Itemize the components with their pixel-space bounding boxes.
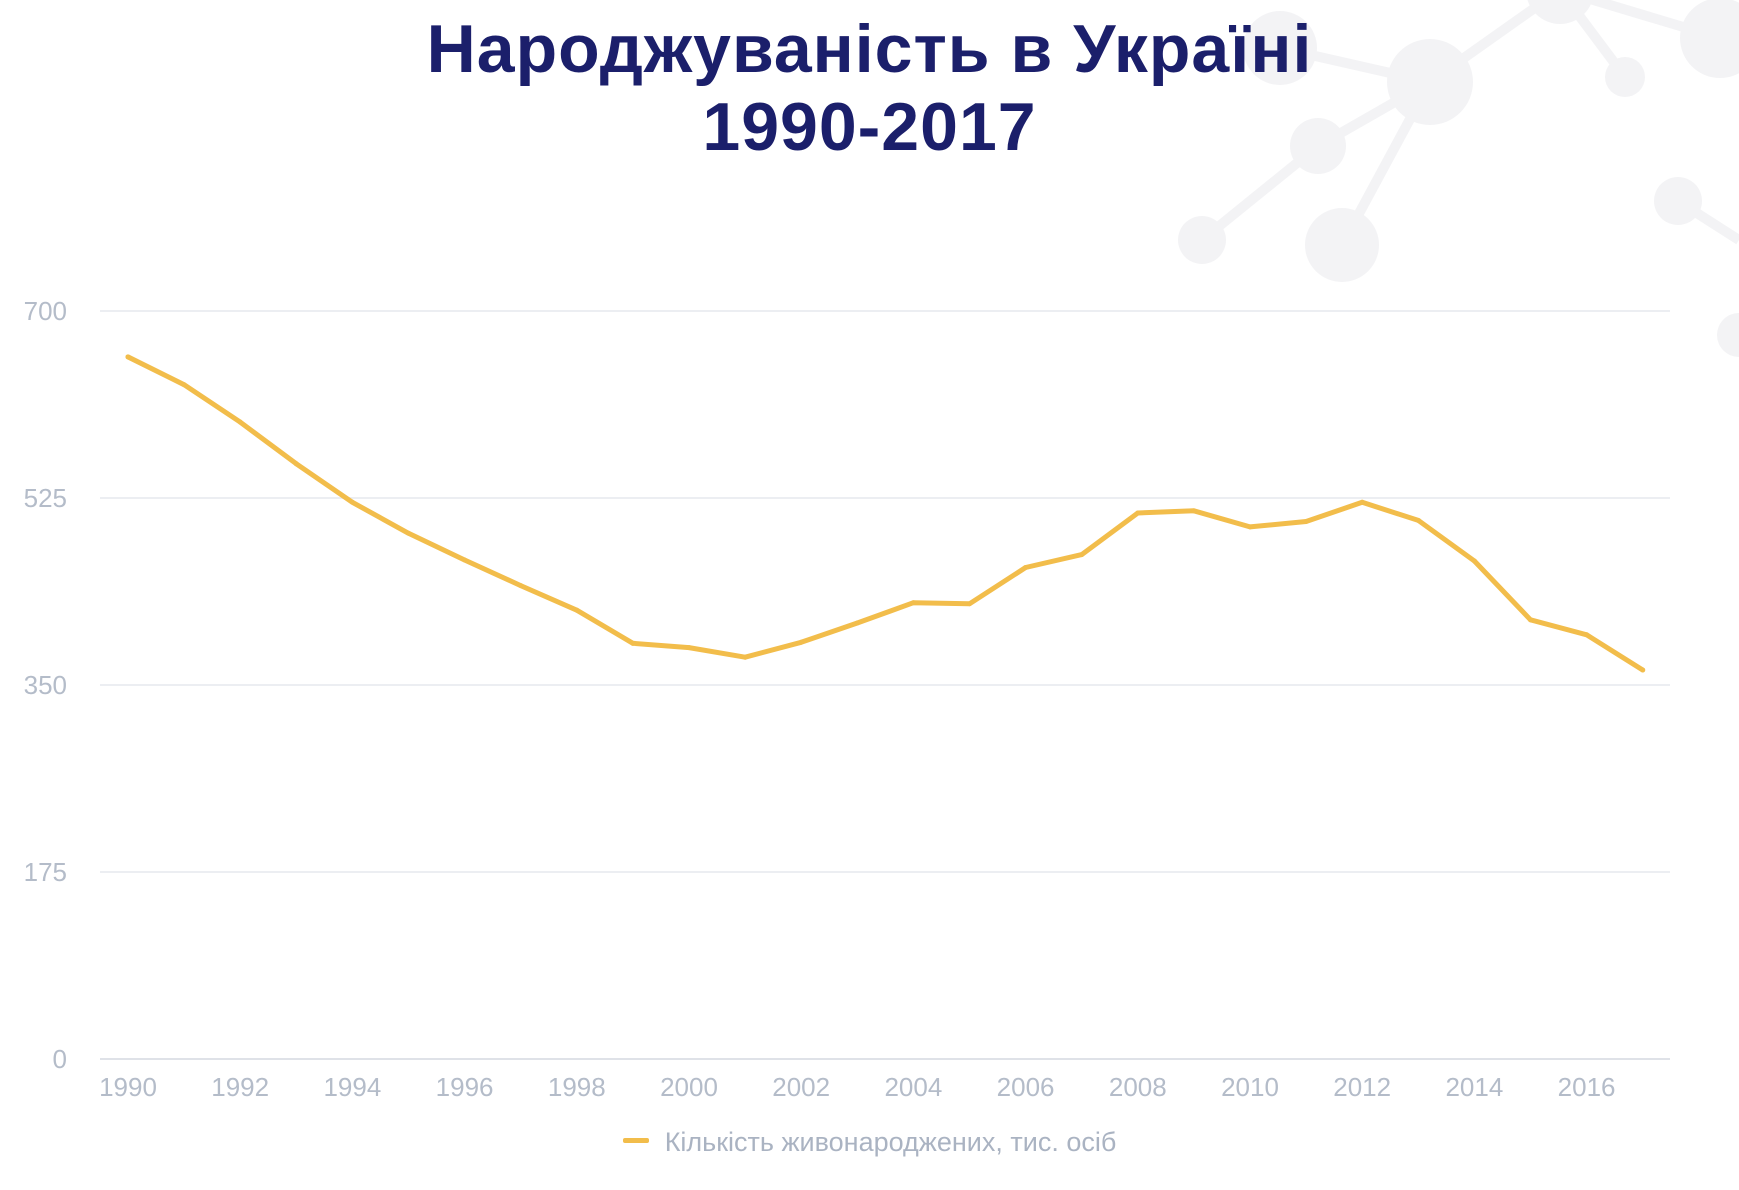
data-point	[406, 530, 411, 536]
data-point	[1415, 517, 1421, 523]
data-point	[1528, 617, 1533, 623]
series-layer	[125, 354, 1646, 673]
data-point	[798, 639, 804, 645]
y-tick-label: 0	[53, 1044, 67, 1074]
x-tick-label: 1990	[99, 1072, 157, 1102]
data-point	[967, 601, 972, 607]
y-tick-label: 525	[24, 483, 67, 513]
y-tick-label: 175	[24, 857, 67, 887]
y-axis-tick-labels: 0 175 350 525 700	[24, 296, 67, 1074]
x-tick-label: 2004	[884, 1072, 942, 1102]
x-tick-label: 2016	[1558, 1072, 1616, 1102]
data-point	[349, 499, 355, 505]
title-line-2: 1990-2017	[702, 89, 1037, 165]
x-tick-label: 2014	[1445, 1072, 1503, 1102]
x-tick-label: 1998	[548, 1072, 606, 1102]
data-point	[1471, 558, 1477, 564]
data-point	[293, 461, 299, 467]
molecule-nodes	[1178, 0, 1739, 357]
legend-label: Кількість живонароджених, тис. осіб	[664, 1127, 1117, 1157]
data-point	[237, 419, 243, 425]
data-point	[742, 654, 748, 660]
x-tick-label: 2000	[660, 1072, 718, 1102]
data-point	[1584, 632, 1590, 638]
x-tick-label: 2010	[1221, 1072, 1279, 1102]
data-point	[1079, 552, 1085, 558]
data-point	[518, 583, 524, 589]
data-point	[1640, 667, 1646, 673]
data-point	[574, 607, 580, 613]
data-point	[181, 382, 187, 388]
data-point	[125, 354, 131, 360]
gridlines	[100, 310, 1670, 1060]
y-tick-label: 700	[24, 296, 67, 326]
data-point	[462, 557, 468, 563]
data-point	[1303, 519, 1309, 525]
y-tick-label: 350	[24, 670, 67, 700]
data-point	[1247, 524, 1253, 530]
x-axis-tick-labels: 1990 1992 1994 1996 1998 2000 2002 2004 2006 2008…	[99, 1072, 1615, 1102]
data-point	[854, 620, 860, 626]
data-point	[1359, 499, 1365, 505]
x-tick-label: 2002	[772, 1072, 830, 1102]
page-title: Народжуваність в Україні 1990-2017	[0, 10, 1739, 166]
series-line	[125, 354, 1646, 673]
data-point	[910, 600, 916, 606]
data-point	[1023, 564, 1029, 570]
data-point	[686, 645, 692, 651]
x-tick-label: 2012	[1333, 1072, 1391, 1102]
data-point	[1135, 510, 1141, 516]
x-tick-label: 1994	[323, 1072, 381, 1102]
x-tick-label: 1992	[211, 1072, 269, 1102]
title-line-1: Народжуваність в Україні	[426, 11, 1313, 87]
chart-legend: Кількість живонароджених, тис. осіб	[0, 1127, 1739, 1158]
data-point	[630, 640, 636, 646]
data-point	[1191, 508, 1197, 514]
legend-swatch	[622, 1138, 649, 1144]
x-tick-label: 1996	[436, 1072, 494, 1102]
x-tick-label: 2006	[997, 1072, 1055, 1102]
x-tick-label: 2008	[1109, 1072, 1167, 1102]
